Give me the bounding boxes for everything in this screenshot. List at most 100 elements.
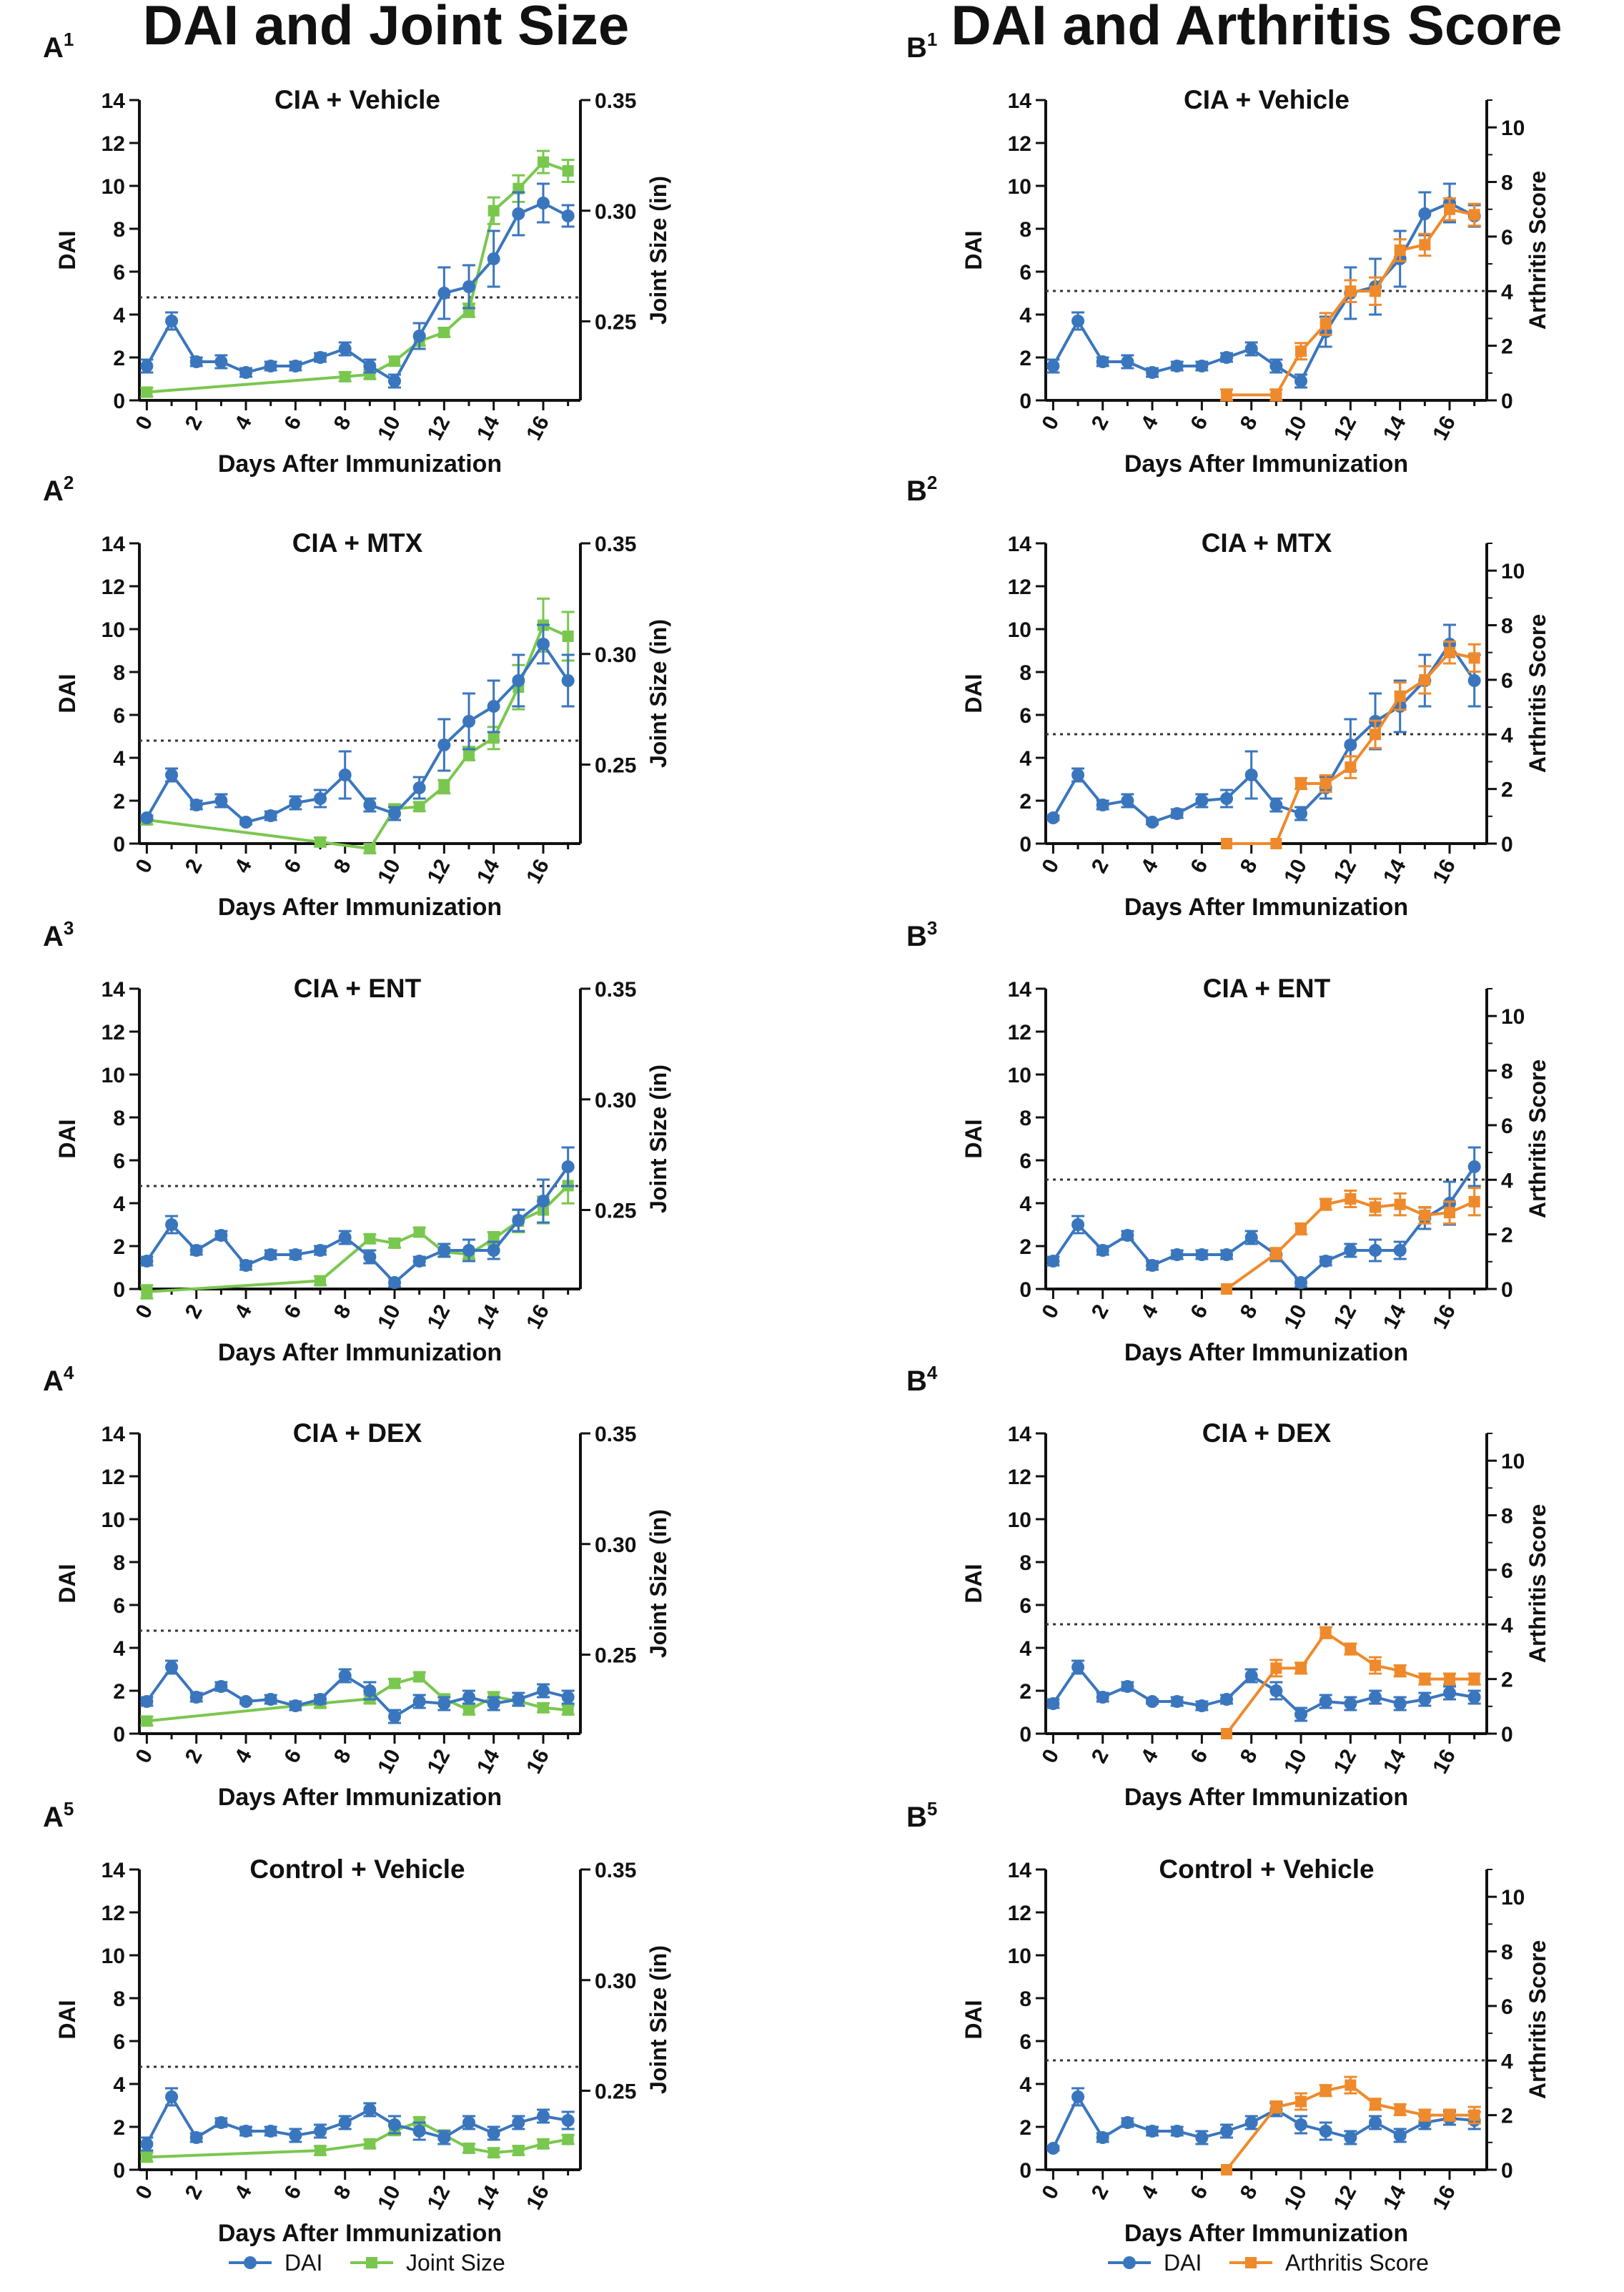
score-tick-label: 2 xyxy=(1501,779,1513,802)
arthritis-score-point xyxy=(1295,2095,1307,2108)
panel-letter: A xyxy=(43,1365,64,1397)
dai-tick-label: 10 xyxy=(1008,618,1031,642)
joint-size-point xyxy=(463,1704,475,1716)
panel-title-b1: CIA + Vehicle xyxy=(1184,85,1350,114)
arthritis-score-point xyxy=(1370,1201,1382,1213)
y-axis-title-dai: DAI xyxy=(54,1564,80,1603)
arthritis-score-point xyxy=(1468,1195,1480,1207)
dai-point xyxy=(537,1684,550,1697)
arthritis-score-line xyxy=(1225,1630,1475,1735)
y-axis-title-dai: DAI xyxy=(961,1119,986,1158)
dai-tick-label: 4 xyxy=(1019,2073,1031,2097)
score-tick-label: 6 xyxy=(1501,1995,1513,2019)
score-tick-label: 10 xyxy=(1501,117,1525,140)
arthritis-score-point xyxy=(1270,389,1282,401)
score-tick-label: 6 xyxy=(1501,669,1513,693)
joint-tick-label: 0.30 xyxy=(595,1089,636,1112)
panel-label-a3: A3 xyxy=(43,917,74,952)
arthritis-score-point xyxy=(1468,1673,1480,1685)
x-tick-label: 2 xyxy=(181,1745,207,1767)
joint-size-point xyxy=(562,630,574,642)
x-axis-title: Days After Immunization xyxy=(1124,1339,1408,1366)
x-tick-label: 8 xyxy=(1236,855,1262,876)
score-tick-label: 8 xyxy=(1501,172,1513,195)
joint-size-point xyxy=(438,326,450,338)
y-axis-title-dai: DAI xyxy=(961,673,986,713)
panel-sup: 4 xyxy=(64,1362,74,1383)
dai-tick-label: 10 xyxy=(1008,1064,1031,1087)
dai-point xyxy=(1244,769,1258,781)
dai-point xyxy=(512,1214,525,1227)
dai-point xyxy=(437,287,451,300)
joint-size-point xyxy=(562,165,574,177)
dai-series xyxy=(140,182,575,389)
dai-tick-label: 0 xyxy=(113,1278,125,1302)
score-tick-label: 2 xyxy=(1501,1224,1513,1248)
dai-point xyxy=(338,769,352,781)
x-tick-label: 10 xyxy=(1279,855,1312,887)
dai-tick-label: 10 xyxy=(102,1064,125,1087)
x-tick-label: 16 xyxy=(1428,1300,1460,1333)
score-tick-label: 4 xyxy=(1501,723,1513,747)
joint-tick-label: 0.35 xyxy=(595,1859,636,1882)
dai-tick-label: 12 xyxy=(1008,1021,1031,1044)
joint-tick-label: 0.25 xyxy=(595,311,636,335)
arthritis-score-point xyxy=(1419,1209,1431,1221)
dai-point xyxy=(189,799,203,811)
joint-size-line xyxy=(147,623,569,851)
dai-point xyxy=(1170,360,1184,372)
dai-point xyxy=(487,700,500,713)
dai-tick-label: 8 xyxy=(1019,1987,1031,2011)
dai-tick-label: 2 xyxy=(113,1235,125,1259)
panel-letter: B xyxy=(906,1365,927,1397)
dai-point xyxy=(1096,799,1109,811)
dai-point xyxy=(1319,1695,1332,1708)
x-axis-title: Days After Immunization xyxy=(218,1784,502,1811)
x-tick-label: 0 xyxy=(1037,2181,1064,2203)
x-tick-label: 6 xyxy=(1186,1745,1212,1767)
dai-tick-label: 8 xyxy=(113,218,125,242)
dai-point xyxy=(1344,1244,1357,1257)
x-tick-label: 14 xyxy=(472,1300,505,1333)
dai-point xyxy=(314,2125,327,2138)
dai-tick-label: 12 xyxy=(1008,576,1031,599)
dai-tick-label: 12 xyxy=(1008,132,1031,156)
dai-series xyxy=(140,2087,575,2152)
score-tick-label: 4 xyxy=(1501,1169,1513,1192)
dai-point xyxy=(189,1691,203,1704)
dai-point xyxy=(1269,1684,1283,1697)
dai-point xyxy=(1170,1248,1184,1261)
dai-tick-label: 0 xyxy=(1019,390,1031,413)
dai-point xyxy=(165,1661,179,1674)
dai-point xyxy=(1046,1697,1060,1710)
arthritis-score-line xyxy=(1227,651,1475,845)
x-tick-label: 12 xyxy=(1330,1745,1362,1777)
x-tick-label: 4 xyxy=(1137,1745,1163,1767)
score-tick-label: 8 xyxy=(1501,1941,1513,1965)
dai-tick-label: 0 xyxy=(1019,833,1031,856)
arthritis-score-point xyxy=(1468,209,1480,221)
x-tick-label: 10 xyxy=(373,412,405,444)
dai-point xyxy=(1146,366,1159,379)
dai-tick-label: 8 xyxy=(1019,218,1031,242)
panel-letter: B xyxy=(906,1802,927,1833)
legend-marker xyxy=(244,2256,257,2269)
legend-marker xyxy=(366,2257,377,2268)
dai-point xyxy=(239,366,253,379)
dai-tick-label: 10 xyxy=(102,175,125,199)
x-tick-label: 16 xyxy=(522,1300,554,1333)
dai-line xyxy=(1051,1165,1476,1285)
panel-sup: 4 xyxy=(927,1362,938,1383)
dai-point xyxy=(264,2125,277,2138)
x-tick-label: 16 xyxy=(1428,2181,1460,2213)
dai-point xyxy=(289,796,302,809)
dai-tick-label: 8 xyxy=(113,1107,125,1130)
joint-size-series xyxy=(140,597,575,855)
y-axis-title-score: Arthritis Score xyxy=(1525,171,1550,330)
x-axis-title: Days After Immunization xyxy=(1124,2220,1408,2247)
panel-letter: B xyxy=(906,475,927,507)
dai-tick-label: 10 xyxy=(1008,1945,1031,1968)
score-tick-label: 10 xyxy=(1501,1005,1525,1029)
score-tick-label: 10 xyxy=(1501,1886,1525,1910)
joint-size-series xyxy=(140,2115,575,2163)
